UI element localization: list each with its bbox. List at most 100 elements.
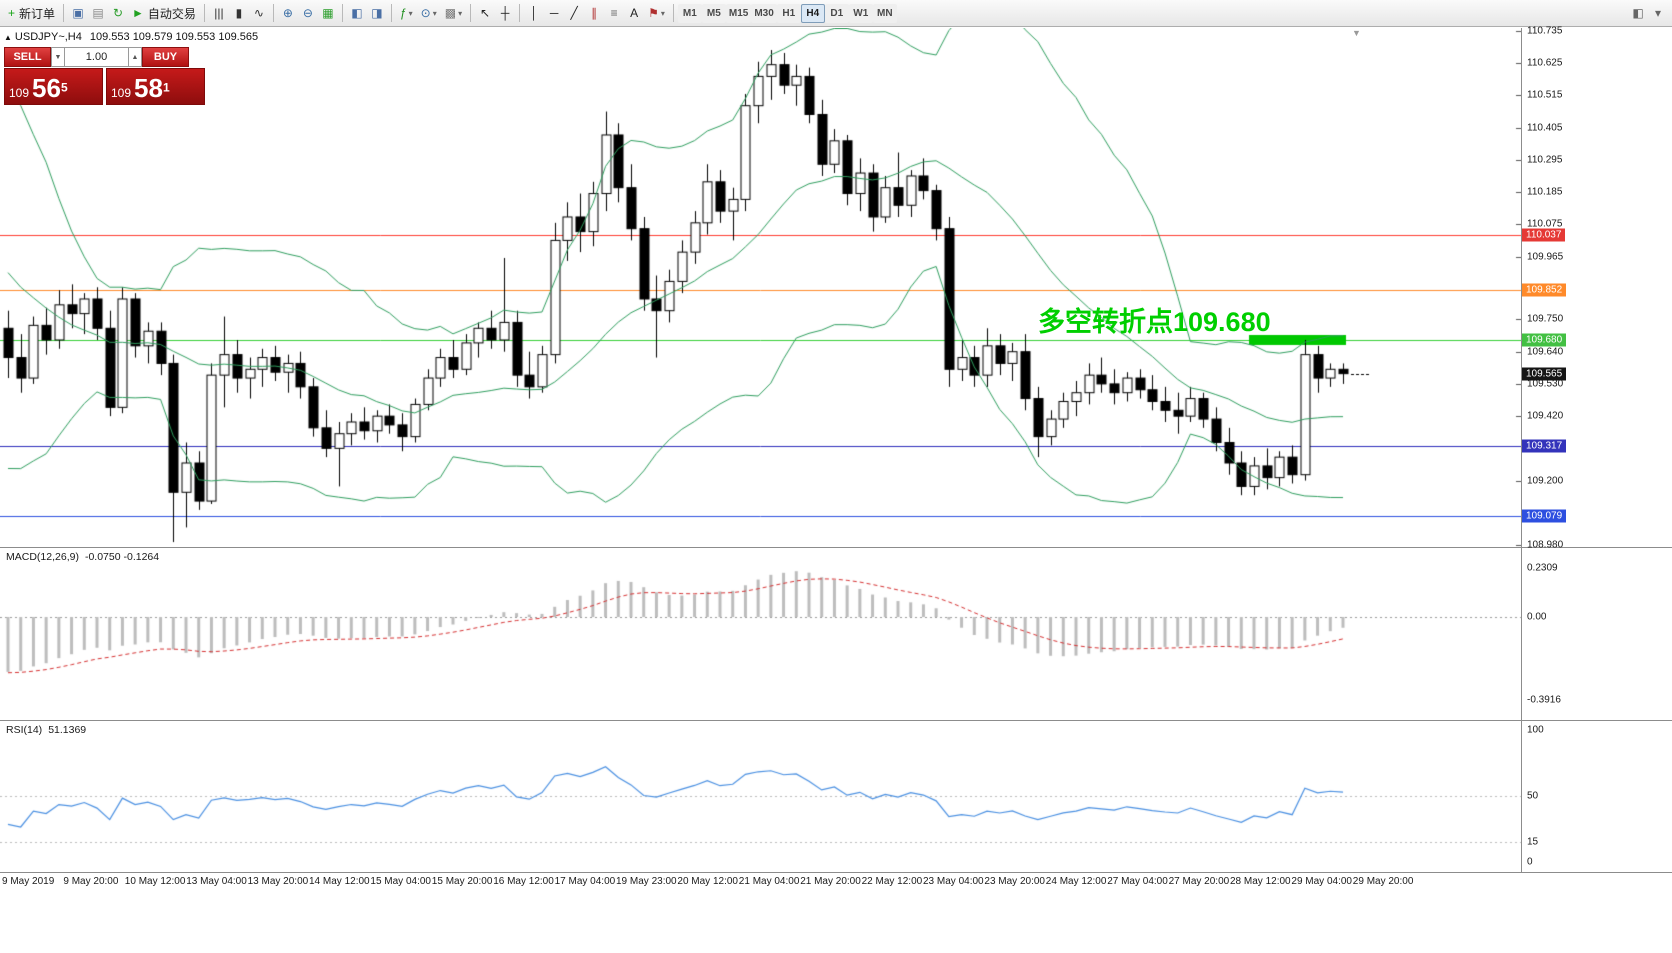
- axis-tick-label: 110.295: [1527, 154, 1563, 166]
- timeframe-h4-button[interactable]: H4: [800, 3, 825, 23]
- macd-panel-canvas[interactable]: [0, 548, 1521, 719]
- time-axis-label: 29 May 20:00: [1352, 876, 1414, 887]
- toolbar-separator: [272, 4, 274, 22]
- chevron-down-icon: ▾: [1654, 6, 1662, 20]
- toolbar-separator: [203, 4, 205, 22]
- chart-shift-marker-icon[interactable]: ▼: [1352, 28, 1361, 38]
- chevron-down-icon: ▾: [458, 8, 463, 18]
- timeframe-d1-button[interactable]: D1: [824, 3, 849, 23]
- time-axis-label: 10 May 12:00: [124, 876, 186, 887]
- symbol-header: ▲ USDJPY~,H4 109.553 109.579 109.553 109.5…: [4, 31, 258, 43]
- price-label-109.852: 109.852: [1522, 283, 1567, 297]
- rsi-panel-canvas[interactable]: [0, 721, 1521, 872]
- tile-windows-button[interactable]: ◧: [347, 3, 367, 24]
- chevron-down-icon: ▾: [660, 8, 665, 18]
- time-axis-label: 17 May 04:00: [554, 876, 616, 887]
- symbol-quotes: 109.553 109.579 109.553 109.565: [89, 31, 259, 43]
- autotrading-button[interactable]: ► 自动交易: [128, 3, 200, 24]
- axis-tick-label: 110.735: [1527, 25, 1563, 37]
- toolbar-separator: [63, 4, 65, 22]
- pivot-annotation-text[interactable]: 多空转折点109.680: [1038, 307, 1271, 337]
- horizontal-line-button[interactable]: ─: [544, 3, 564, 24]
- sell-button[interactable]: SELL: [4, 47, 51, 67]
- time-axis-label: 15 May 20:00: [431, 876, 493, 887]
- chevron-down-icon: ▼: [54, 53, 62, 61]
- price-label-109.317: 109.317: [1522, 439, 1567, 453]
- zoom-out-button[interactable]: ⊖: [298, 3, 318, 24]
- buy-button[interactable]: BUY: [142, 47, 189, 67]
- sell-price-big: 56: [32, 72, 61, 103]
- chart-bars-button[interactable]: |||: [209, 3, 229, 24]
- timeframe-m1-button[interactable]: M1: [677, 3, 702, 23]
- refresh-button[interactable]: ↻: [108, 3, 128, 24]
- volume-input[interactable]: [65, 47, 128, 67]
- more-tools-button[interactable]: ▾: [1648, 3, 1668, 24]
- profiles-button[interactable]: ▤: [88, 3, 108, 24]
- trendline-button[interactable]: ╱: [564, 3, 584, 24]
- axis-tick-label: 108.980: [1527, 539, 1564, 551]
- rsi-label: RSI(14) 51.1369: [6, 724, 86, 736]
- time-axis-label: 19 May 23:00: [616, 876, 677, 887]
- panel-separator[interactable]: [0, 547, 1672, 548]
- time-axis-label: 23 May 04:00: [923, 876, 984, 887]
- buy-price-prefix: 109: [111, 85, 132, 100]
- chart-shift-button[interactable]: ◧: [1628, 3, 1648, 24]
- cursor-button[interactable]: ↖: [475, 3, 495, 24]
- timeframe-m15-button[interactable]: M15: [725, 3, 752, 23]
- timeframe-m5-button[interactable]: M5: [701, 3, 726, 23]
- time-axis-label: 16 May 12:00: [493, 876, 554, 887]
- indicators-button[interactable]: ƒ ▾: [396, 3, 417, 24]
- arrows-button[interactable]: ⚑ ▾: [644, 3, 669, 24]
- time-axis-label: 14 May 12:00: [309, 876, 370, 887]
- toolbar-right-group: ◧ ▾: [1628, 3, 1668, 24]
- arrow-objects-icon: ⚑: [648, 6, 659, 20]
- indicators-icon: ƒ: [399, 6, 407, 20]
- sell-price-button[interactable]: 109 565: [4, 68, 103, 105]
- tile-windows-icon: ◧: [351, 6, 363, 20]
- axis-tick-label: 109.640: [1527, 346, 1564, 358]
- axis-tick-label: 100: [1527, 724, 1544, 736]
- timeframe-mn-button[interactable]: MN: [872, 3, 897, 23]
- ohlc-bars-icon: |||: [214, 6, 224, 20]
- objects-button[interactable]: ⊙ ▾: [417, 3, 441, 24]
- crosshair-button[interactable]: ┼: [495, 3, 515, 24]
- text-button[interactable]: A: [624, 3, 644, 24]
- fibonacci-button[interactable]: ≡: [604, 3, 624, 24]
- time-axis-label: 20 May 12:00: [677, 876, 738, 887]
- axis-tick-label: 110.075: [1527, 218, 1563, 230]
- timeframe-m30-button[interactable]: M30: [751, 3, 777, 23]
- autotrading-button-label: 自动交易: [147, 6, 196, 21]
- templates-button[interactable]: ▩ ▾: [441, 3, 466, 24]
- panel-separator[interactable]: [0, 720, 1672, 721]
- buy-price-pip: 1: [162, 80, 170, 95]
- zoom-in-button[interactable]: ⊕: [278, 3, 298, 24]
- chart-line-button[interactable]: ∿: [249, 3, 269, 24]
- sell-price-prefix: 109: [9, 85, 30, 100]
- rsi-name: RSI(14): [6, 724, 43, 736]
- timeframe-h1-button[interactable]: H1: [776, 3, 801, 23]
- vertical-line-button[interactable]: │: [524, 3, 544, 24]
- buy-price-button[interactable]: 109 581: [106, 68, 205, 105]
- toolbar: + 新订单 ▣ ▤ ↻ ► 自动交易 ||| ▮ ∿ ⊕ ⊖ ▦ ◧ ◨ ƒ ▾ ⊙ ▾ ▩ ▾ ↖ ┼ │ ─ ╱ ∥ ≡ A ⚑ ▾ M1…: [0, 0, 1672, 27]
- channel-icon: ∥: [591, 6, 598, 20]
- crosshair-icon: ┼: [500, 6, 510, 20]
- chart-candles-button[interactable]: ▮: [229, 3, 249, 24]
- price-label-109.079: 109.079: [1522, 509, 1567, 523]
- volume-up-button[interactable]: ▲: [128, 47, 142, 67]
- price-chart-canvas[interactable]: [0, 28, 1521, 547]
- time-axis-label: 22 May 12:00: [861, 876, 923, 887]
- cascade-windows-button[interactable]: ◨: [367, 3, 387, 24]
- buy-price-big: 58: [134, 72, 163, 103]
- axis-tick-label: 109.420: [1527, 410, 1564, 422]
- grid-button[interactable]: ▦: [318, 3, 338, 24]
- axis-tick-label: 110.185: [1527, 186, 1563, 198]
- time-axis-label: 29 May 04:00: [1291, 876, 1352, 887]
- new-order-button[interactable]: + 新订单: [4, 3, 59, 24]
- refresh-icon: ↻: [113, 6, 124, 20]
- line-chart-icon: ∿: [253, 6, 264, 20]
- channel-button[interactable]: ∥: [584, 3, 604, 24]
- timeframe-w1-button[interactable]: W1: [848, 3, 873, 23]
- volume-down-button[interactable]: ▼: [51, 47, 65, 67]
- charts-window-button[interactable]: ▣: [68, 3, 88, 24]
